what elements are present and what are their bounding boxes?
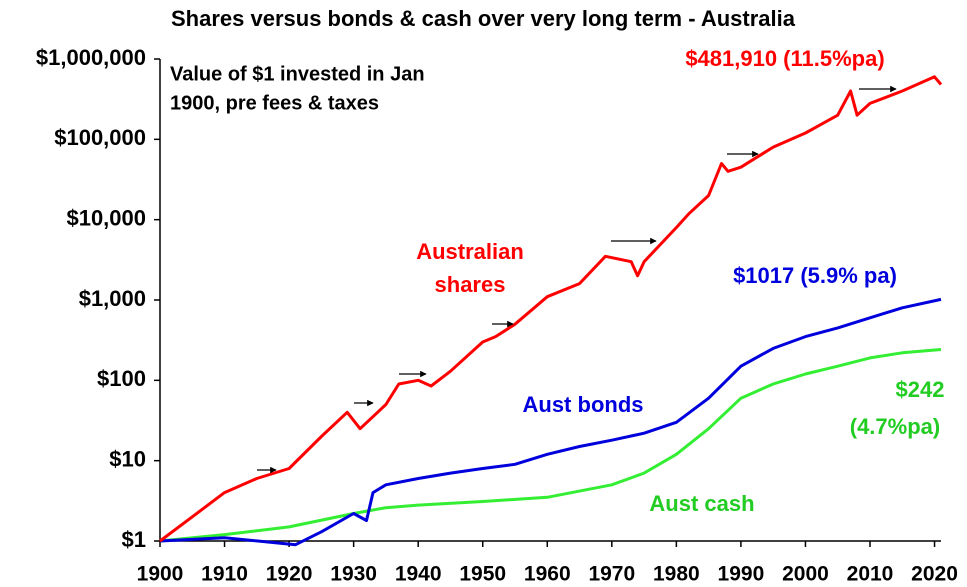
y-tick-label: $1,000,000 <box>36 45 146 70</box>
annotation: Aust cash <box>649 491 754 516</box>
annotation: shares <box>435 272 506 297</box>
annotation: $1017 (5.9% pa) <box>733 263 897 288</box>
annotation: Australian <box>416 239 524 264</box>
x-tick-label: 1970 <box>588 563 635 586</box>
annotation: Aust bonds <box>523 392 644 417</box>
series-line <box>159 75 943 543</box>
y-tick-label: $10 <box>109 446 146 471</box>
y-tick-label: $10,000 <box>66 205 146 230</box>
y-tick-label: $100 <box>97 366 146 391</box>
x-tick-label: 1920 <box>266 563 313 586</box>
y-tick-label: $100,000 <box>54 125 146 150</box>
y-tick-label: $1 <box>122 527 146 552</box>
x-tick-label: 1940 <box>395 563 442 586</box>
x-tick-label: 2010 <box>847 563 894 586</box>
annotation: $242 <box>896 377 945 402</box>
annotation: Value of $1 invested in Jan <box>170 63 425 85</box>
x-tick-label: 1990 <box>718 563 765 586</box>
annotation: $481,910 (11.5%pa) <box>685 46 884 71</box>
x-tick-label: 1900 <box>137 563 184 586</box>
arrows <box>257 85 897 474</box>
annotation: (4.7%pa) <box>850 414 940 439</box>
series-line <box>159 348 942 543</box>
x-tick-label: 1910 <box>201 563 248 586</box>
series-line <box>159 297 942 547</box>
x-tick-label: 1980 <box>653 563 700 586</box>
annotation: 1900, pre fees & taxes <box>170 92 379 114</box>
x-tick-label: 2020 <box>911 563 958 586</box>
x-tick-label: 1950 <box>459 563 506 586</box>
x-tick-label: 2000 <box>782 563 829 586</box>
x-tick-label: 1960 <box>524 563 571 586</box>
y-tick-label: $1,000 <box>79 286 146 311</box>
chart-title: Shares versus bonds & cash over very lon… <box>171 6 796 31</box>
x-tick-label: 1930 <box>330 563 377 586</box>
